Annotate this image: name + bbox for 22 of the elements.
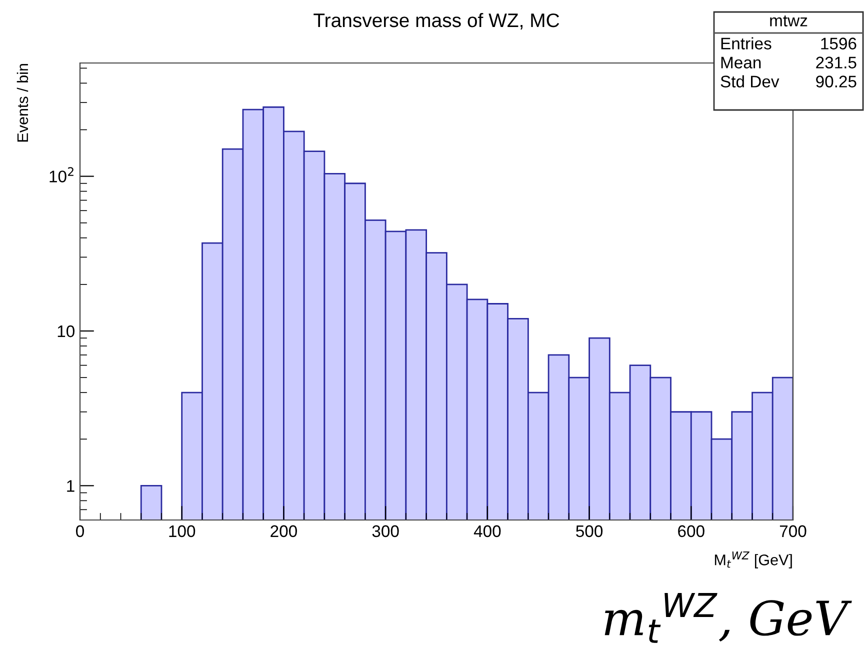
annotation: Mean [721,56,761,68]
annotation: Std Dev [720,75,780,88]
x-tick-label: 300 [372,525,399,538]
x-tick-label: 200 [270,525,297,538]
text: Entries [721,37,772,50]
text: 90.25 [816,76,856,88]
y-axis-title: Events / bin [16,64,28,142]
y-tick-label: 10 [58,325,74,338]
text: 231.5 [816,56,856,68]
x-tick-label: 0 [76,525,84,538]
text: mtwz [770,16,808,26]
x-tick-label: 700 [780,525,806,538]
x-tick-label: 100 [169,525,196,538]
y-tick-label: 1 [67,480,74,492]
x-axis-title: M$_{t}$$^{WZ}$ [GeV] [714,552,792,568]
text: m$_{t}$$^{WZ}$, GeV [604,592,852,643]
chart-title: Transverse mass of WZ, MC [314,12,560,30]
x-tick-label: 600 [678,525,704,538]
y-tick-label: 10$^{2}$ [50,167,74,182]
text: 1596 [821,38,856,50]
x-tick-label: 400 [474,525,501,538]
x-tick-label: 500 [576,525,603,538]
